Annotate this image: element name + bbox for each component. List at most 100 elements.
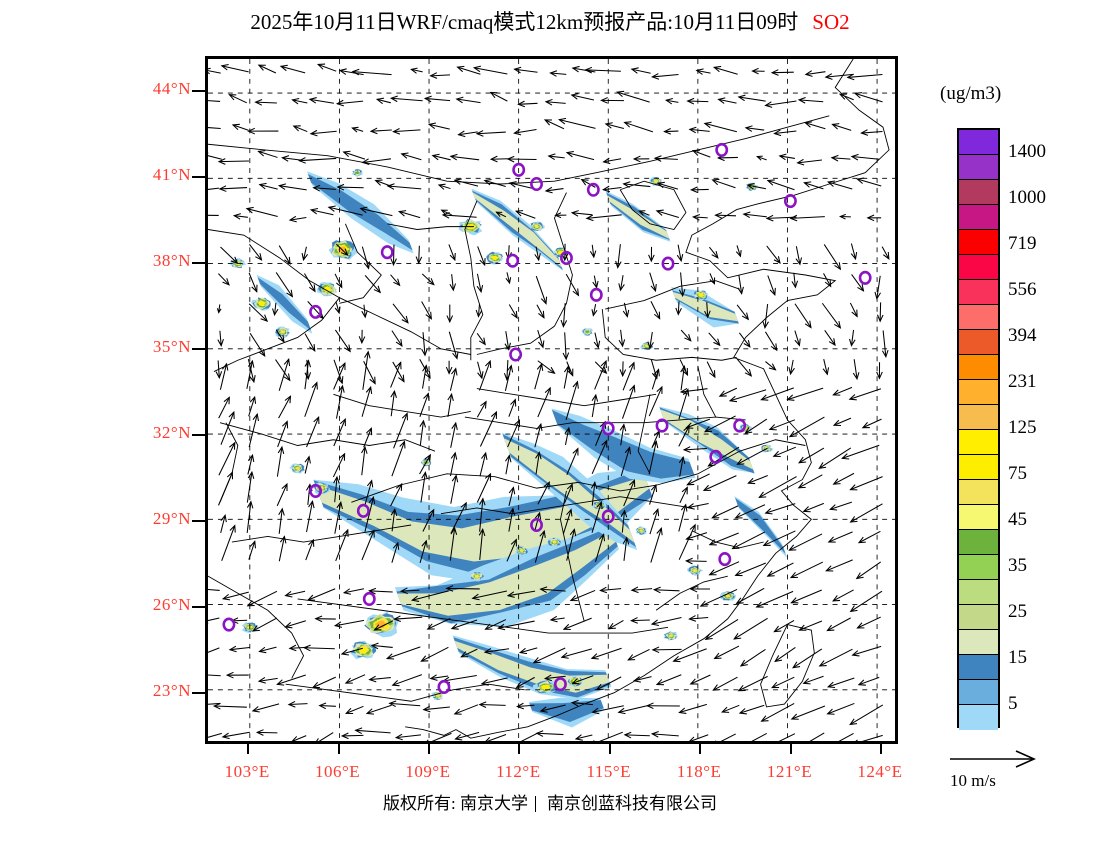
wind-arrow-shaft (679, 487, 688, 504)
city-marker[interactable] (309, 483, 323, 498)
wind-arrow-head (361, 310, 368, 319)
colorbar-tick-label: 1000 (1008, 187, 1046, 208)
latitude-tick-label: 44°N (152, 79, 191, 99)
colorbar-cell (959, 555, 998, 580)
wind-arrow-shaft (332, 453, 346, 478)
wind-arrow-shaft (603, 186, 622, 191)
longitude-tick-mark (699, 744, 702, 754)
wind-arrow-head (426, 739, 429, 741)
wind-arrow-head (538, 340, 545, 349)
wind-arrow-shaft (392, 674, 423, 686)
wind-arrow-shaft (736, 587, 765, 604)
wind-arrow-shaft (369, 677, 391, 681)
wind-arrow-shaft (666, 99, 679, 103)
wind-arrow-head (773, 256, 781, 265)
wind-arrow-head (427, 278, 435, 286)
wind-arrow-shaft (252, 703, 280, 712)
wind-arrow-shaft (677, 244, 682, 261)
wind-arrow-head (762, 539, 771, 546)
wind-arrow-head (630, 617, 638, 624)
wind-arrow-head (708, 569, 717, 576)
city-marker[interactable] (560, 250, 573, 265)
city-marker[interactable] (718, 552, 732, 567)
wind-arrow-head (832, 389, 841, 396)
wind-arrow-head (391, 679, 400, 687)
wind-arrow-head (686, 479, 695, 486)
wind-arrow-shaft (566, 361, 574, 376)
wind-arrow-head (838, 93, 847, 100)
wind-arrow-shaft (334, 476, 338, 503)
wind-arrow-shaft (773, 446, 796, 457)
city-marker[interactable] (553, 677, 567, 692)
wind-arrow-head (393, 278, 401, 287)
wind-arrow-shaft (419, 359, 431, 379)
wind-arrow-head (277, 183, 287, 190)
wind-arrow-head (834, 262, 842, 271)
wind-arrow-head (751, 67, 759, 75)
city-marker[interactable] (509, 347, 523, 362)
wind-arrow-head (841, 453, 850, 460)
city-marker[interactable] (601, 509, 615, 524)
city-marker[interactable] (733, 418, 747, 433)
colorbar-tick-label: 231 (1008, 371, 1037, 392)
wind-arrow-head (429, 72, 438, 79)
wind-arrow-head (703, 121, 712, 129)
wind-arrow-shaft (689, 734, 709, 741)
city-marker[interactable] (601, 421, 615, 436)
wind-arrow-head (218, 185, 227, 192)
city-marker[interactable] (655, 418, 669, 433)
wind-arrow-shaft (484, 648, 510, 653)
wind-arrow-head (663, 128, 672, 135)
city-marker[interactable] (661, 256, 675, 271)
city-marker[interactable] (356, 503, 370, 518)
city-marker[interactable] (858, 270, 872, 285)
city-marker[interactable] (709, 449, 723, 464)
wind-arrow-head (682, 388, 690, 397)
wind-arrow-head (711, 250, 719, 259)
wind-arrow-shaft (704, 415, 736, 433)
boundary-line (559, 490, 585, 622)
city-marker[interactable] (589, 287, 603, 302)
wind-arrow-shaft (687, 502, 709, 509)
wind-arrow-head (632, 676, 642, 683)
wind-arrow-shaft (537, 482, 550, 505)
city-marker[interactable] (715, 142, 729, 157)
city-marker[interactable] (380, 245, 394, 260)
wind-arrow-head (589, 250, 597, 259)
city-marker[interactable] (506, 253, 520, 268)
city-marker[interactable] (222, 617, 236, 632)
wind-arrow-head (281, 482, 288, 491)
wind-arrow-shaft (498, 620, 535, 629)
city-marker-layer[interactable] (222, 142, 872, 695)
wind-arrow-shaft (274, 302, 277, 315)
wind-arrow-shaft (824, 330, 836, 346)
wind-arrow-head (249, 375, 256, 384)
city-marker[interactable] (586, 182, 600, 197)
wind-arrow-shaft (461, 648, 478, 658)
wind-arrow-head (419, 419, 426, 428)
city-marker[interactable] (309, 304, 323, 319)
wind-arrow-shaft (566, 448, 579, 475)
city-marker[interactable] (437, 679, 451, 695)
colorbar[interactable] (957, 128, 1000, 730)
wind-arrow-shaft (797, 159, 822, 164)
wind-arrow-shaft (823, 359, 828, 375)
wind-arrow-shaft (392, 303, 409, 324)
wind-arrow-head (860, 129, 869, 136)
city-marker[interactable] (512, 162, 526, 177)
city-marker[interactable] (783, 194, 797, 209)
wind-arrow-head (386, 183, 395, 190)
city-marker[interactable] (362, 591, 376, 606)
footer-left-text: 版权所有: 南京大学 (383, 794, 528, 813)
wind-arrow-shaft (218, 397, 230, 419)
map-plot-area[interactable] (205, 56, 898, 744)
wind-arrow-head (399, 587, 408, 595)
city-marker[interactable] (530, 517, 543, 533)
city-marker[interactable] (530, 176, 543, 192)
wind-arrow-head (544, 386, 551, 395)
wind-arrow-head (230, 256, 239, 265)
wind-arrow-shaft (520, 733, 537, 741)
wind-arrow-head (620, 509, 628, 518)
wind-arrow-shaft (761, 387, 794, 401)
concentration-contour (529, 699, 604, 722)
